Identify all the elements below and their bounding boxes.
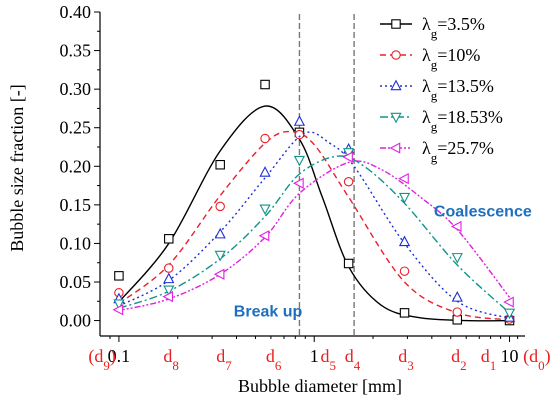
class-label: d5 <box>321 346 337 373</box>
y-tick-label: 0.40 <box>60 2 92 22</box>
legend-entry: λg=25.7% <box>422 138 494 165</box>
series-line <box>118 105 510 322</box>
data-point <box>398 235 411 247</box>
class-label: d2 <box>451 346 467 373</box>
series-5 <box>112 151 514 316</box>
annotation-label: Break up <box>234 304 303 321</box>
y-tick-label: 0.00 <box>60 311 92 331</box>
data-point <box>164 234 174 244</box>
x-tick-label: 10 <box>501 346 519 366</box>
data-point <box>451 291 463 302</box>
data-point <box>260 133 270 144</box>
series-4 <box>113 148 516 320</box>
data-point <box>343 176 354 187</box>
data-point <box>451 253 463 264</box>
data-point <box>293 177 304 189</box>
y-tick-label: 0.05 <box>60 272 92 292</box>
data-point <box>259 204 271 216</box>
y-tick-label: 0.35 <box>60 41 92 61</box>
series-line <box>118 131 510 319</box>
legend: λg=3.5% λg=10% λg=13.5% λg=18.53% λg=25.7% <box>380 14 503 165</box>
data-point <box>214 250 226 262</box>
data-point <box>399 266 410 276</box>
y-axis-label: Bubble size fraction [-] <box>7 84 27 251</box>
legend-marker <box>391 50 401 60</box>
data-point <box>114 271 124 281</box>
data-point <box>215 159 225 170</box>
series-line <box>118 130 510 321</box>
data-point <box>503 296 514 308</box>
class-label: (d0) <box>523 346 550 373</box>
legend-marker <box>391 19 401 29</box>
class-label: d1 <box>481 346 497 373</box>
class-label: d4 <box>345 346 361 373</box>
y-tick-label: 0.10 <box>60 233 92 253</box>
data-point <box>258 230 270 242</box>
data-point <box>113 299 125 310</box>
data-point <box>162 291 174 303</box>
data-point <box>112 304 124 316</box>
data-point <box>163 285 175 297</box>
legend-marker <box>389 142 401 154</box>
data-point <box>214 227 226 239</box>
data-point <box>164 263 174 273</box>
data-point <box>450 220 462 233</box>
legend-marker <box>390 112 402 124</box>
class-label: d7 <box>216 346 232 373</box>
legend-entry: λg=13.5% <box>422 76 494 103</box>
axes: 0.00 0.05 0.10 0.15 0.20 0.25 0.30 0.35 0.40 0.1 1… <box>60 2 550 373</box>
y-tick-label: 0.15 <box>60 195 92 215</box>
data-point <box>293 155 306 167</box>
x-tick-label: 0.1 <box>108 346 131 366</box>
class-label: d6 <box>266 346 282 373</box>
class-label: d3 <box>398 346 414 373</box>
data-point <box>343 258 354 269</box>
data-point <box>294 129 305 140</box>
y-tick-label: 0.20 <box>60 156 92 176</box>
y-tick-label: 0.30 <box>60 79 92 99</box>
series-line <box>118 155 511 314</box>
class-label: (d9) <box>88 346 116 373</box>
legend-entry: λg=3.5% <box>422 14 485 41</box>
annotation-label: Coalescence <box>434 203 532 220</box>
series-group <box>112 79 516 326</box>
data-point <box>259 166 271 177</box>
series-line <box>118 160 511 312</box>
x-tick-label: 1 <box>310 346 319 366</box>
data-point <box>399 308 410 318</box>
data-point <box>213 268 225 280</box>
data-point <box>398 173 409 185</box>
legend-marker <box>390 79 402 91</box>
vertical-reference-lines <box>298 14 355 336</box>
y-tick-label: 0.25 <box>60 118 92 138</box>
data-point <box>163 272 175 284</box>
annotations: Break up Coalescence <box>234 203 532 320</box>
data-point <box>260 79 270 90</box>
data-point <box>452 307 463 317</box>
legend-entry: λg=10% <box>422 45 480 72</box>
data-point <box>503 308 516 320</box>
data-point <box>452 315 463 325</box>
data-point <box>398 192 411 204</box>
data-point <box>215 201 225 212</box>
x-axis-label: Bubble diameter [mm] <box>238 376 402 396</box>
class-label: d8 <box>163 346 179 373</box>
data-point <box>293 115 306 126</box>
data-point <box>342 151 353 163</box>
legend-entry: λg=18.53% <box>422 107 503 134</box>
